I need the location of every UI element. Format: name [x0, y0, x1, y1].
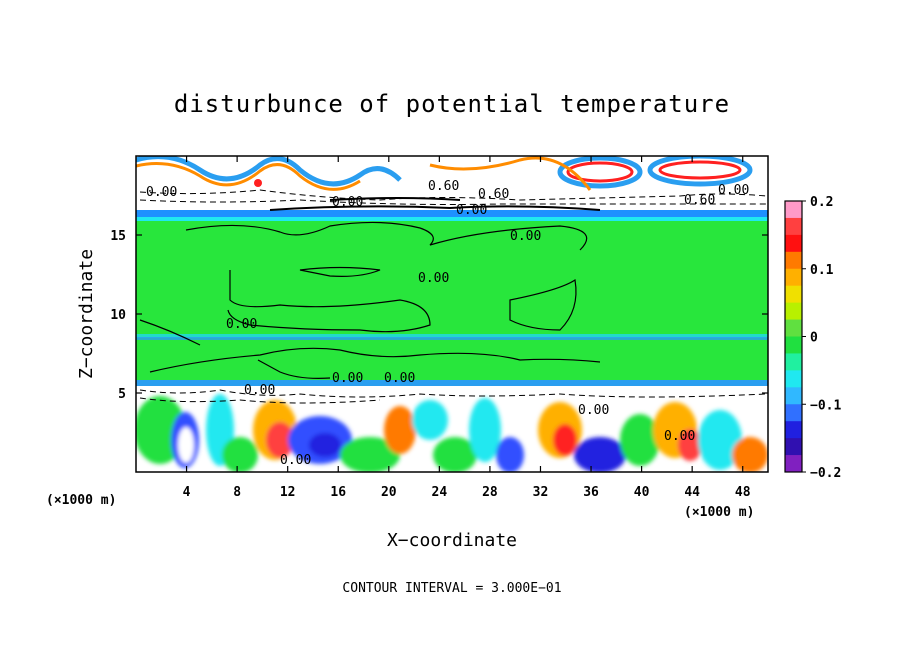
x-unit-left: (×1000 m) [46, 493, 116, 508]
lower-blobs [136, 394, 768, 472]
contour-label: 0.00 [280, 453, 311, 468]
contour-label: 0.60 [684, 193, 715, 208]
colorbar-swatch [785, 217, 802, 236]
y-axis-label: Z−coordinate [76, 249, 97, 379]
upper-wave-2 [136, 162, 361, 191]
colorbar-swatch [785, 438, 802, 456]
colorbar-tick-label: 0.1 [810, 263, 834, 278]
colorbar-swatch [785, 455, 802, 473]
lower-band [136, 380, 768, 386]
x-tick-label: 12 [280, 485, 296, 500]
upper-wave-1 [136, 156, 402, 187]
x-axis: 4 8 12 16 20 24 28 32 36 40 44 48 [183, 156, 751, 500]
colorbar-swatch [785, 387, 802, 405]
colorbar-swatch [785, 319, 802, 337]
y-tick-label: 5 [118, 387, 126, 402]
y-axis: 5 10 15 [110, 229, 768, 402]
x-tick-label: 28 [482, 485, 498, 500]
colorbar-tick-label: −0.1 [810, 398, 841, 413]
contour-label: 0.00 [418, 271, 449, 286]
contour-label: 0.00 [244, 383, 275, 398]
x-tick-label: 24 [432, 485, 448, 500]
x-tick-label: 20 [381, 485, 397, 500]
plot-area [136, 156, 768, 472]
colorbar-tick-label: 0 [810, 331, 818, 346]
contour-label: 0.00 [718, 183, 749, 198]
tropopause-band [136, 210, 768, 217]
x-tick-label: 36 [583, 485, 599, 500]
thick-contours [269, 197, 601, 211]
contour-label: 0.00 [510, 229, 541, 244]
upper-hot-spot [254, 179, 262, 187]
colorbar-swatch [785, 421, 802, 439]
x-tick-label: 8 [233, 485, 241, 500]
contour-label: 0.00 [456, 203, 487, 218]
x-tick-label: 32 [533, 485, 549, 500]
upper-wave-3 [429, 156, 592, 191]
colorbar-swatch [785, 404, 802, 422]
x-unit-right: (×1000 m) [684, 505, 754, 520]
dashed-contours [139, 189, 767, 404]
contour-label: 0.00 [226, 317, 257, 332]
contour-label: 0.00 [664, 429, 695, 444]
upper-blob-2 [566, 161, 634, 183]
x-tick-label: 4 [183, 485, 191, 500]
mid-band-2 [136, 337, 768, 340]
colorbar-swatch [785, 302, 802, 321]
tropopause-band-2 [136, 217, 768, 221]
contour-label: 0.60 [428, 179, 459, 194]
colorbar-swatch [785, 336, 802, 354]
contour-interval-note: CONTOUR INTERVAL = 3.000E−01 [342, 581, 561, 596]
upper-blob-3 [647, 156, 753, 187]
y-tick-label: 15 [110, 229, 126, 244]
contour-label: 0.00 [578, 403, 609, 418]
contour-label: 0.00 [384, 371, 415, 386]
x-axis-label: X−coordinate [387, 530, 517, 551]
mid-band [136, 334, 768, 338]
contour-lines [139, 221, 601, 379]
colorbar-swatch [785, 251, 802, 270]
colorbar: 0.2 0.1 0 −0.1 −0.2 [784, 195, 841, 481]
x-tick-label: 48 [735, 485, 751, 500]
x-tick-label: 40 [634, 485, 650, 500]
contour-label: 0.60 [478, 187, 509, 202]
colorbar-swatch [785, 201, 802, 219]
chart-title: disturbunce of potential temperature [174, 90, 730, 118]
upper-blob-4 [658, 160, 742, 180]
colorbar-tick-label: −0.2 [810, 466, 841, 481]
x-tick-label: 16 [330, 485, 346, 500]
colorbar-swatch [785, 268, 802, 287]
colorbar-swatch [785, 353, 802, 371]
contour-label: 0.00 [146, 185, 177, 200]
contour-label-group: 0.00 0.60 0.60 0.00 0.60 0.00 0.00 0.00 … [146, 179, 749, 468]
colorbar-swatch [785, 234, 802, 253]
contour-label: 0.00 [332, 371, 363, 386]
colorbar-swatch [785, 370, 802, 388]
colorbar-tick-label: 0.2 [810, 195, 833, 210]
contour-label: 0.00 [332, 195, 363, 210]
y-tick-label: 10 [110, 308, 126, 323]
colorbar-swatch [785, 285, 802, 304]
x-tick-label: 44 [684, 485, 700, 500]
